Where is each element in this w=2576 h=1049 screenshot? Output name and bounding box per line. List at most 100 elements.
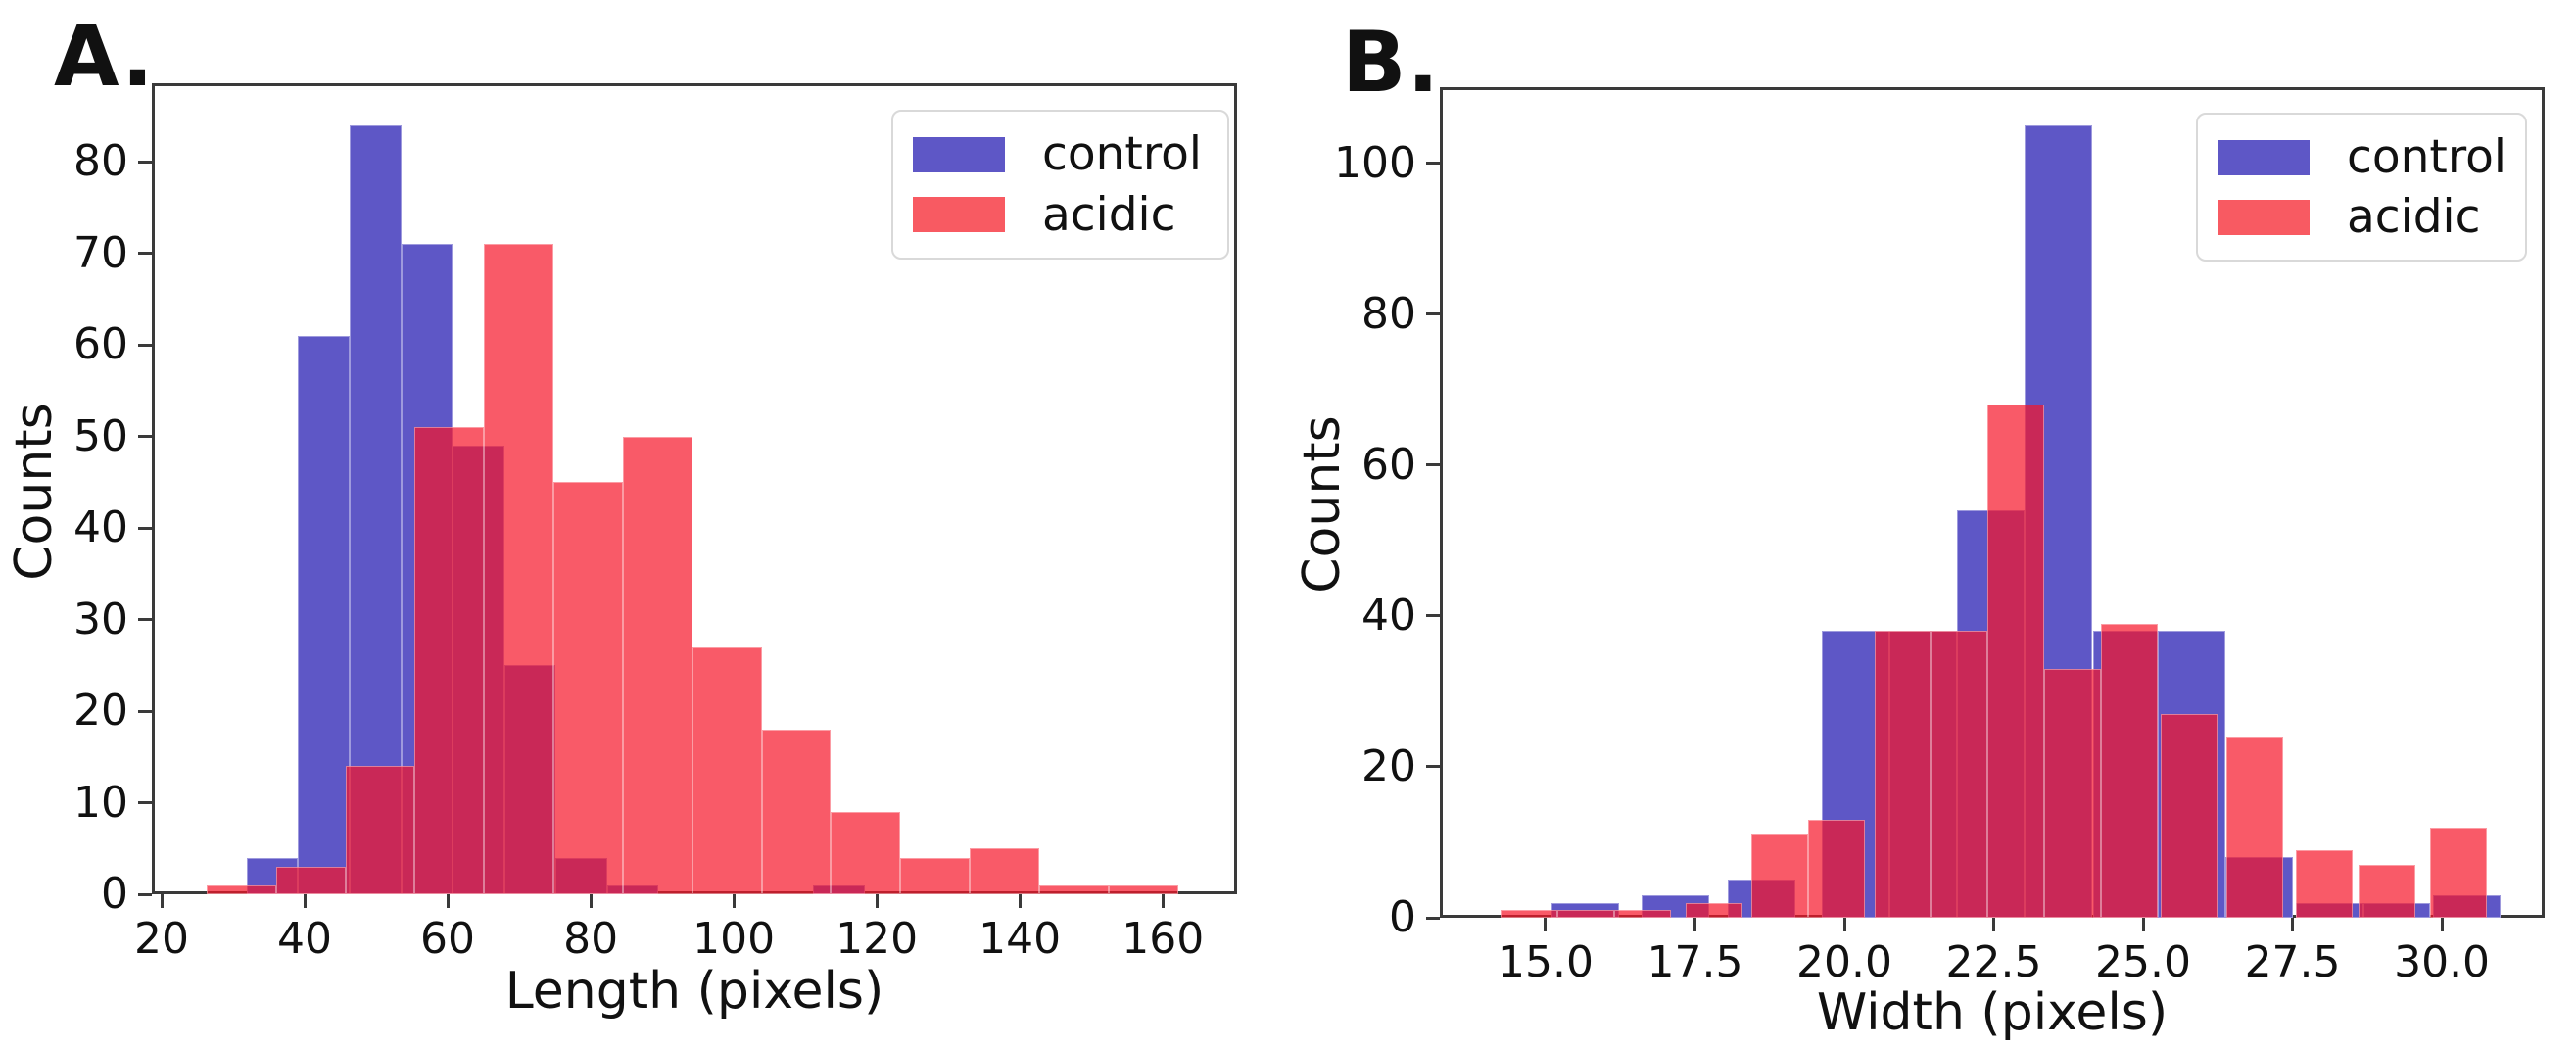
y-tick xyxy=(138,252,152,256)
legend-label-acidic: acidic xyxy=(1042,187,1176,242)
x-axis-label: Width (pixels) xyxy=(1816,983,2169,1042)
bar-acidic xyxy=(2161,714,2218,918)
bar-acidic xyxy=(553,482,623,894)
x-tick xyxy=(303,894,307,908)
bar-acidic xyxy=(2358,865,2415,918)
y-tick-label: 80 xyxy=(73,136,128,187)
x-tick-label: 140 xyxy=(978,914,1062,964)
x-tick xyxy=(1842,918,1846,931)
y-tick-label: 40 xyxy=(73,502,128,553)
x-axis-label: Length (pixels) xyxy=(504,962,884,1021)
bar-acidic xyxy=(1557,910,1615,918)
x-tick-label: 22.5 xyxy=(1945,937,2042,987)
y-tick-label: 10 xyxy=(73,777,128,828)
legend-swatch-control xyxy=(2218,139,2310,175)
x-tick xyxy=(1693,918,1696,931)
panel-letter-a: A. xyxy=(54,8,155,106)
legend: control acidic xyxy=(2196,113,2527,262)
bar-acidic xyxy=(1751,834,1809,918)
y-tick-label: 60 xyxy=(1361,439,1416,490)
legend-swatch-control xyxy=(913,136,1005,172)
y-tick xyxy=(1426,614,1440,618)
legend-label-acidic: acidic xyxy=(2347,190,2481,244)
y-tick xyxy=(1426,162,1440,166)
x-tick-label: 120 xyxy=(835,914,919,964)
y-tick-label: 60 xyxy=(73,319,128,370)
y-tick-label: 20 xyxy=(1361,740,1416,791)
bar-acidic xyxy=(484,244,554,894)
x-tick-label: 20.0 xyxy=(1796,937,1892,987)
y-tick xyxy=(138,343,152,347)
x-tick xyxy=(446,894,450,908)
y-tick xyxy=(138,160,152,164)
x-tick xyxy=(1992,918,1996,931)
legend-label-control: control xyxy=(2347,130,2506,184)
y-tick-label: 80 xyxy=(1361,288,1416,339)
bar-acidic xyxy=(692,646,762,894)
y-tick xyxy=(1426,765,1440,769)
y-tick-label: 30 xyxy=(73,594,128,644)
bar-acidic xyxy=(1808,819,1866,918)
y-tick-label: 100 xyxy=(1334,137,1416,188)
legend-swatch-acidic xyxy=(2218,199,2310,235)
y-tick-label: 0 xyxy=(101,869,128,919)
x-tick xyxy=(875,894,879,908)
bar-acidic xyxy=(414,427,485,894)
x-tick xyxy=(732,894,736,908)
x-tick-label: 30.0 xyxy=(2394,937,2491,987)
bar-acidic xyxy=(1038,884,1109,894)
legend-entry-control: control xyxy=(893,131,1227,177)
bar-acidic xyxy=(1501,910,1558,918)
bar-acidic xyxy=(345,766,415,894)
legend-entry-acidic: acidic xyxy=(893,192,1227,238)
x-tick xyxy=(2440,918,2444,931)
bar-control xyxy=(298,335,351,894)
x-tick-label: 100 xyxy=(692,914,776,964)
bar-acidic xyxy=(2429,827,2487,918)
x-tick-label: 15.0 xyxy=(1497,937,1594,987)
bar-acidic xyxy=(1987,405,2045,918)
x-tick xyxy=(589,894,593,908)
bar-acidic xyxy=(1931,631,1988,918)
x-tick xyxy=(2141,918,2145,931)
y-tick xyxy=(138,526,152,530)
x-tick-label: 27.5 xyxy=(2244,937,2341,987)
y-tick-label: 50 xyxy=(73,410,128,461)
legend-entry-control: control xyxy=(2198,134,2525,180)
legend-swatch-acidic xyxy=(913,197,1005,233)
x-tick-label: 160 xyxy=(1121,914,1205,964)
x-tick-label: 40 xyxy=(277,914,333,964)
bar-acidic xyxy=(831,811,901,894)
x-tick xyxy=(1544,918,1548,931)
x-tick xyxy=(1018,894,1022,908)
y-tick xyxy=(1426,916,1440,920)
x-tick xyxy=(1161,894,1165,908)
y-tick xyxy=(1426,312,1440,316)
x-tick-label: 25.0 xyxy=(2095,937,2192,987)
bar-acidic xyxy=(1874,631,1932,918)
bar-acidic xyxy=(2295,849,2353,918)
y-tick xyxy=(138,892,152,896)
bar-acidic xyxy=(2101,623,2159,918)
bar-acidic xyxy=(1614,910,1672,918)
y-tick-label: 70 xyxy=(73,227,128,278)
y-tick xyxy=(138,435,152,439)
x-tick-label: 60 xyxy=(420,914,476,964)
bar-acidic xyxy=(900,857,971,894)
y-tick-label: 20 xyxy=(73,686,128,737)
y-tick-label: 0 xyxy=(1389,892,1416,942)
x-tick-label: 17.5 xyxy=(1646,937,1743,987)
bar-acidic xyxy=(2226,737,2284,918)
y-tick xyxy=(138,618,152,622)
bar-acidic xyxy=(275,866,346,894)
panel-letter-b: B. xyxy=(1342,14,1441,112)
legend: control acidic xyxy=(891,110,1229,260)
y-tick xyxy=(138,709,152,713)
bar-acidic xyxy=(207,884,276,894)
y-tick xyxy=(1426,463,1440,467)
x-tick-label: 20 xyxy=(134,914,189,964)
bar-acidic xyxy=(970,848,1039,894)
bar-acidic xyxy=(1686,902,1743,918)
